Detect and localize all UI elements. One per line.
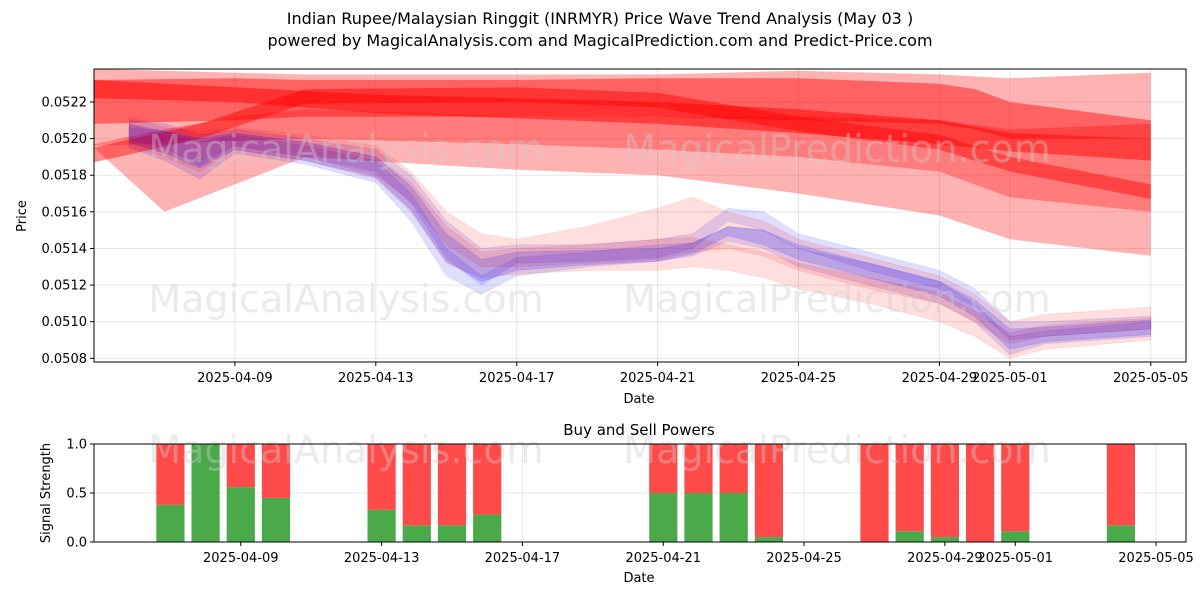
buy-bar — [754, 537, 783, 542]
signal-y-tick-label: 0.5 — [66, 487, 87, 502]
signal-y-tick-label: 1.0 — [66, 438, 87, 453]
price-x-tick-label: 2025-04-17 — [479, 371, 555, 386]
price-y-tick-label: 0.0514 — [42, 242, 88, 257]
sell-bar — [719, 444, 748, 493]
sell-bar — [966, 444, 995, 542]
sell-bar — [754, 444, 783, 538]
buy-bar — [684, 493, 713, 542]
figure-title: Indian Rupee/Malaysian Ringgit (INRMYR) … — [286, 9, 914, 28]
buy-bar — [649, 493, 678, 542]
signal-x-axis: 2025-04-09 2025-04-13 2025-04-17 2025-04-21… — [203, 542, 1194, 566]
watermark-analysis-top: MagicalAnalysis.com — [148, 127, 543, 171]
signal-x-tick-label: 2025-04-09 — [203, 551, 279, 566]
signal-x-tick-label: 2025-04-21 — [625, 551, 701, 566]
price-x-tick-label: 2025-05-05 — [1113, 371, 1189, 386]
sell-bar — [473, 444, 502, 515]
signal-x-tick-label: 2025-04-17 — [485, 551, 561, 566]
price-panel: MagicalAnalysis.com MagicalPrediction.co… — [15, 68, 1189, 407]
buy-bar — [895, 531, 924, 542]
buy-bar — [473, 514, 502, 542]
price-x-tick-label: 2025-04-29 — [902, 371, 978, 386]
price-y-tick-label: 0.0510 — [42, 315, 88, 330]
sell-bar — [1001, 444, 1030, 532]
buy-bar — [156, 504, 185, 542]
signal-x-tick-label: 2025-04-29 — [907, 551, 983, 566]
watermark-prediction-bottom: MagicalPrediction.com — [623, 428, 1051, 472]
price-x-axis-label: Date — [623, 392, 654, 407]
price-y-tick-label: 0.0508 — [42, 352, 88, 367]
signal-x-axis-label: Date — [623, 571, 654, 586]
price-y-axis-label: Price — [15, 200, 30, 232]
price-y-tick-label: 0.0512 — [42, 279, 88, 294]
sell-bar — [261, 444, 291, 498]
signal-y-axis-label: Signal Strength — [39, 443, 54, 543]
sell-bar — [684, 444, 713, 493]
signal-x-tick-label: 2025-04-25 — [766, 551, 842, 566]
sell-bar — [156, 444, 185, 505]
sell-bar — [437, 444, 467, 526]
price-panel-frame — [93, 68, 1187, 363]
price-wave-3 — [128, 115, 1152, 345]
price-x-tick-label: 2025-04-09 — [197, 371, 273, 386]
forecast-band-5 — [94, 80, 1151, 161]
sell-bar — [226, 444, 255, 488]
signal-y-tick-label: 0.0 — [66, 536, 87, 551]
buy-bar — [1001, 531, 1030, 542]
buy-bar — [261, 497, 291, 542]
watermark-analysis-bottom: MagicalAnalysis.com — [148, 428, 543, 472]
price-x-axis: 2025-04-09 2025-04-13 2025-04-17 2025-04-21… — [197, 362, 1189, 386]
signal-x-tick-label: 2025-04-13 — [344, 551, 420, 566]
buy-bar — [437, 525, 467, 542]
price-y-tick-label: 0.0518 — [42, 169, 88, 184]
buy-bar — [226, 487, 255, 542]
sell-bar — [895, 444, 924, 532]
signal-panel: Buy and Sell Powers MagicalAnalysis.com … — [39, 421, 1194, 586]
price-y-axis: 0.0508 0.0510 0.0512 0.0514 0.0516 0.0518 0.05… — [42, 95, 94, 367]
sell-bar — [402, 444, 431, 526]
watermark-prediction-top: MagicalPrediction.com — [623, 127, 1051, 171]
signal-x-tick-label: 2025-05-05 — [1118, 551, 1194, 566]
signal-y-axis: 0.0 0.5 1.0 — [66, 438, 94, 551]
price-wave-4 — [128, 123, 1152, 359]
sell-bar — [649, 444, 678, 493]
signal-x-tick-label: 2025-05-01 — [977, 551, 1053, 566]
price-y-tick-label: 0.0522 — [42, 95, 88, 110]
buy-bar — [191, 444, 220, 542]
price-wave-5 — [128, 123, 1152, 350]
buy-bar — [402, 525, 431, 542]
price-x-tick-label: 2025-04-25 — [761, 371, 837, 386]
buy-bar — [1106, 525, 1135, 542]
price-y-tick-label: 0.0520 — [42, 132, 88, 147]
watermark-prediction-mid: MagicalPrediction.com — [623, 277, 1051, 321]
price-wave-2 — [128, 127, 1152, 356]
buy-bar — [367, 509, 396, 542]
price-x-tick-label: 2025-04-13 — [338, 371, 414, 386]
price-waves — [128, 115, 1152, 359]
price-x-tick-label: 2025-04-21 — [620, 371, 696, 386]
price-y-tick-label: 0.0516 — [42, 205, 88, 220]
sell-bar — [860, 444, 889, 542]
figure-subtitle: powered by MagicalAnalysis.com and Magic… — [267, 31, 933, 50]
signal-bars — [156, 444, 1135, 542]
watermark-analysis-mid: MagicalAnalysis.com — [148, 277, 543, 321]
price-x-tick-label: 2025-05-01 — [972, 371, 1048, 386]
sell-bar — [1106, 444, 1135, 526]
forecast-bands — [94, 69, 1151, 256]
forecast-band-2 — [94, 109, 1151, 256]
signal-panel-title: Buy and Sell Powers — [563, 421, 715, 439]
buy-bar — [930, 537, 959, 542]
sell-bar — [367, 444, 396, 510]
buy-bar — [719, 493, 748, 542]
sell-bar — [930, 444, 959, 538]
price-wave-1 — [128, 119, 1152, 341]
